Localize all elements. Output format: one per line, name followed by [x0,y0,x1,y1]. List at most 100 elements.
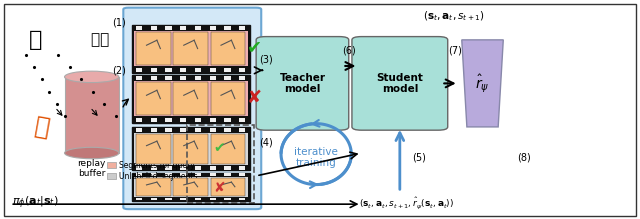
FancyBboxPatch shape [150,118,157,122]
Text: iterative
training: iterative training [294,147,338,168]
FancyBboxPatch shape [136,76,142,80]
FancyBboxPatch shape [136,118,142,122]
FancyBboxPatch shape [180,173,186,176]
FancyBboxPatch shape [180,68,186,72]
Legend: Segments for query, Unlabeled segments: Segments for query, Unlabeled segments [104,158,200,184]
Text: Teacher
model: Teacher model [280,72,325,94]
FancyBboxPatch shape [180,76,186,80]
FancyBboxPatch shape [225,26,231,30]
FancyBboxPatch shape [239,173,246,176]
FancyBboxPatch shape [195,118,201,122]
Text: (3): (3) [259,55,273,64]
FancyBboxPatch shape [210,198,216,200]
FancyBboxPatch shape [165,198,172,200]
FancyBboxPatch shape [165,173,172,176]
Text: (8): (8) [518,152,531,162]
FancyBboxPatch shape [239,128,246,132]
FancyBboxPatch shape [136,68,142,72]
FancyBboxPatch shape [132,173,250,201]
FancyBboxPatch shape [136,134,171,164]
FancyBboxPatch shape [180,198,186,200]
FancyBboxPatch shape [239,76,246,80]
Text: ✔: ✔ [246,39,262,57]
FancyBboxPatch shape [180,26,186,30]
Ellipse shape [65,71,119,83]
Text: (5): (5) [412,152,426,162]
FancyBboxPatch shape [136,198,142,200]
FancyBboxPatch shape [239,26,246,30]
FancyBboxPatch shape [165,118,172,122]
FancyBboxPatch shape [225,118,231,122]
FancyBboxPatch shape [136,82,171,115]
FancyBboxPatch shape [210,118,216,122]
FancyBboxPatch shape [211,82,245,115]
FancyBboxPatch shape [352,37,448,130]
FancyBboxPatch shape [173,32,208,65]
Text: (4): (4) [259,137,273,147]
FancyBboxPatch shape [239,118,246,122]
FancyBboxPatch shape [225,128,231,132]
FancyBboxPatch shape [211,32,245,65]
FancyBboxPatch shape [165,76,172,80]
FancyBboxPatch shape [225,173,231,176]
Text: 🦾: 🦾 [33,114,52,140]
FancyBboxPatch shape [195,68,201,72]
FancyBboxPatch shape [173,82,208,115]
FancyBboxPatch shape [136,166,142,170]
FancyBboxPatch shape [132,25,250,72]
FancyBboxPatch shape [210,68,216,72]
Polygon shape [462,40,503,127]
FancyBboxPatch shape [210,173,216,176]
FancyBboxPatch shape [225,166,231,170]
FancyBboxPatch shape [124,8,261,209]
FancyBboxPatch shape [210,166,216,170]
FancyBboxPatch shape [150,166,157,170]
FancyBboxPatch shape [239,166,246,170]
FancyBboxPatch shape [134,81,248,116]
FancyBboxPatch shape [165,128,172,132]
FancyBboxPatch shape [136,128,142,132]
FancyBboxPatch shape [239,198,246,200]
Text: ✘: ✘ [213,181,225,195]
FancyBboxPatch shape [65,77,119,153]
FancyBboxPatch shape [150,68,157,72]
FancyBboxPatch shape [180,118,186,122]
FancyBboxPatch shape [195,198,201,200]
FancyBboxPatch shape [195,128,201,132]
FancyBboxPatch shape [180,128,186,132]
FancyBboxPatch shape [136,26,142,30]
FancyBboxPatch shape [136,178,171,196]
FancyBboxPatch shape [211,178,245,196]
FancyBboxPatch shape [150,198,157,200]
FancyBboxPatch shape [165,68,172,72]
FancyBboxPatch shape [132,75,250,123]
FancyBboxPatch shape [195,26,201,30]
Ellipse shape [65,147,119,159]
FancyBboxPatch shape [210,76,216,80]
FancyBboxPatch shape [150,128,157,132]
FancyBboxPatch shape [225,76,231,80]
FancyBboxPatch shape [134,133,248,164]
FancyBboxPatch shape [136,32,171,65]
FancyBboxPatch shape [136,173,142,176]
FancyBboxPatch shape [134,31,248,66]
FancyBboxPatch shape [210,26,216,30]
Text: $(\mathbf{s}_t, \mathbf{a}_t, s_{t+1})$: $(\mathbf{s}_t, \mathbf{a}_t, s_{t+1})$ [423,9,485,23]
Text: ✔: ✔ [213,141,225,155]
FancyBboxPatch shape [150,76,157,80]
Text: 🧑‍💻: 🧑‍💻 [90,32,109,47]
FancyBboxPatch shape [134,177,248,197]
Text: $\hat{r}_{\psi}$: $\hat{r}_{\psi}$ [476,72,490,95]
FancyBboxPatch shape [211,134,245,164]
FancyBboxPatch shape [173,134,208,164]
Text: (6): (6) [342,46,356,56]
Text: replay
buffer: replay buffer [77,159,106,178]
FancyBboxPatch shape [195,173,201,176]
FancyBboxPatch shape [150,26,157,30]
FancyBboxPatch shape [165,26,172,30]
FancyBboxPatch shape [165,166,172,170]
FancyBboxPatch shape [195,76,201,80]
Text: Student
model: Student model [376,72,423,94]
Text: (7): (7) [449,46,462,56]
FancyBboxPatch shape [256,37,349,130]
